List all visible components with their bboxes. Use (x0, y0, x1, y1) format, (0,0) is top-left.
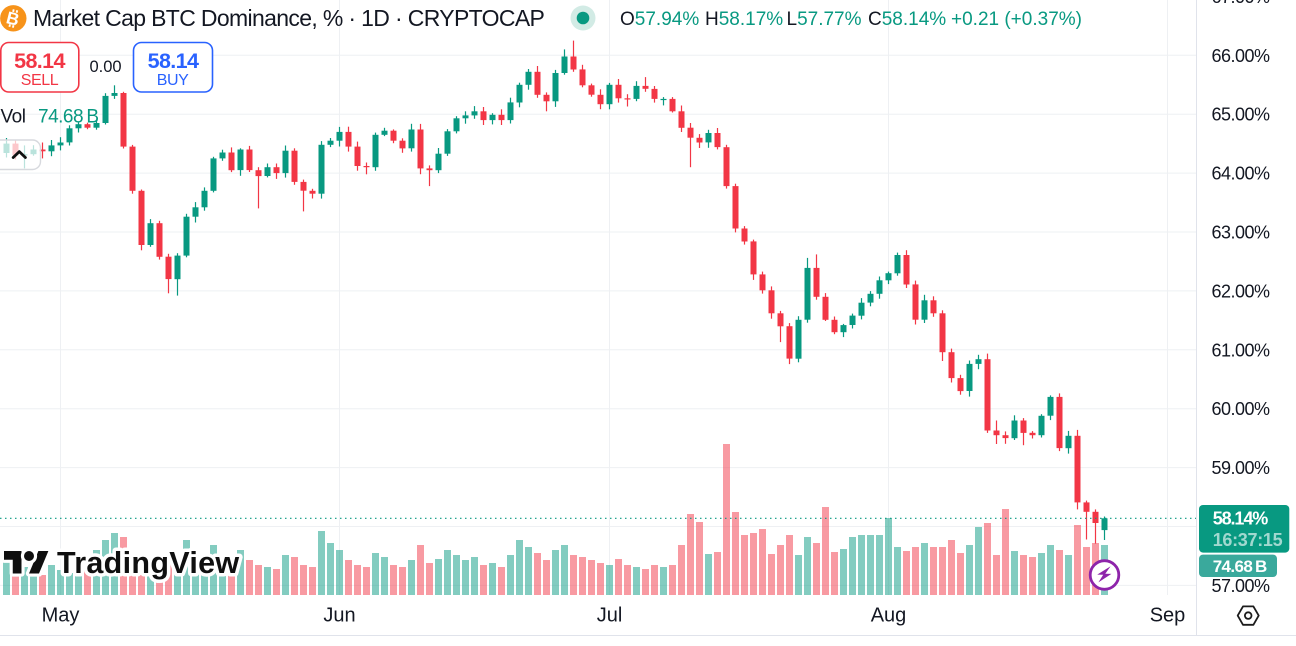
svg-text:63.00%: 63.00% (1212, 223, 1271, 243)
svg-text:67.00%: 67.00% (1212, 0, 1271, 7)
svg-text:57.00%: 57.00% (1212, 576, 1271, 596)
svg-text:Aug: Aug (871, 605, 907, 627)
svg-text:65.00%: 65.00% (1212, 105, 1271, 125)
svg-text:61.00%: 61.00% (1212, 340, 1271, 360)
svg-text:TradingView: TradingView (57, 546, 239, 580)
svg-text:58.14: 58.14 (148, 49, 199, 73)
svg-text:TradingView: TradingView (57, 546, 239, 580)
svg-text:66.00%: 66.00% (1212, 46, 1271, 66)
svg-text:Market Cap BTC Dominance, % ·: Market Cap BTC Dominance, % · 1D · CRYPT… (33, 5, 545, 31)
svg-text:74.68 B: 74.68 B (1213, 557, 1267, 576)
svg-text:60.00%: 60.00% (1212, 399, 1271, 419)
svg-text:May: May (42, 605, 80, 627)
svg-text:58.14: 58.14 (14, 49, 65, 73)
svg-text:16:37:15: 16:37:15 (1213, 530, 1283, 550)
svg-text:Jun: Jun (323, 605, 355, 627)
svg-text:O57.94%H58.17%L57.77%C58.14%+0: O57.94% H58.17% L57.77% C58.14% +0.21 (+0.37… (620, 9, 1082, 30)
svg-text:0.00: 0.00 (89, 58, 121, 76)
svg-text:BUY: BUY (157, 72, 189, 89)
svg-text:Sep: Sep (1150, 605, 1186, 627)
svg-text:SELL: SELL (21, 72, 59, 89)
svg-text:Jul: Jul (597, 605, 623, 627)
svg-text:62.00%: 62.00% (1212, 281, 1271, 301)
svg-text:59.00%: 59.00% (1212, 458, 1271, 478)
svg-text:Vol: Vol (1, 107, 26, 128)
svg-text:74.68 B: 74.68 B (38, 107, 99, 128)
svg-text:64.00%: 64.00% (1212, 164, 1271, 184)
svg-text:58.14%: 58.14% (1213, 509, 1269, 529)
svg-text:B: B (4, 7, 21, 29)
